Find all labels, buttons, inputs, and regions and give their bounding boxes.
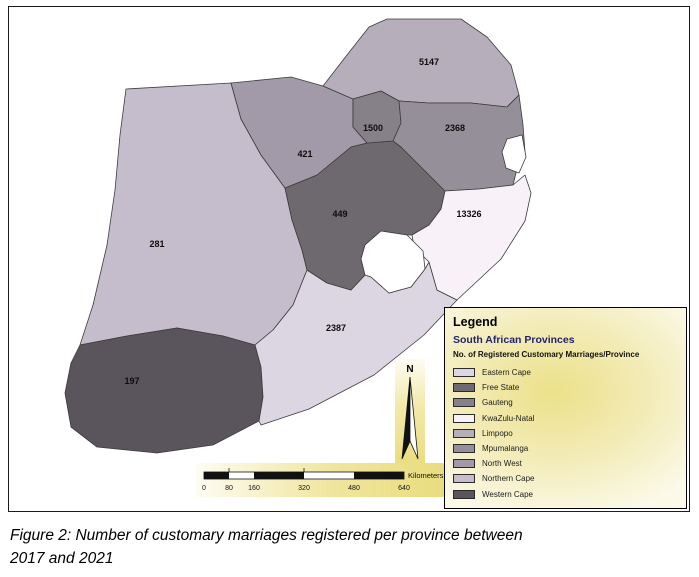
province-western-cape bbox=[64, 327, 264, 454]
legend-item: Northern Cape bbox=[453, 471, 678, 486]
north-label: N bbox=[406, 364, 413, 375]
north-arrow-icon: N bbox=[401, 364, 419, 460]
scale-tick-160: 160 bbox=[248, 485, 260, 492]
legend-swatch-limpopo bbox=[453, 428, 475, 438]
legend-swatch-kwazulu-natal bbox=[453, 413, 475, 423]
scale-tick-480: 480 bbox=[348, 485, 360, 492]
legend-item: Western Cape bbox=[453, 487, 678, 502]
scale-tick-320: 320 bbox=[298, 485, 310, 492]
legend-item-label: Free State bbox=[482, 383, 520, 393]
province-kwazulu-natal bbox=[411, 174, 532, 301]
figure-caption-line1: Figure 2: Number of customary marriages … bbox=[10, 527, 523, 544]
legend-item-label: Eastern Cape bbox=[482, 368, 531, 378]
legend-item: KwaZulu-Natal bbox=[453, 411, 678, 426]
map-frame: 5147 1500 2368 421 449 13326 281 2387 19… bbox=[8, 6, 690, 512]
legend-items: Eastern Cape Free State Gauteng KwaZulu-… bbox=[453, 365, 678, 502]
legend-item-label: Western Cape bbox=[482, 489, 533, 499]
legend-swatch-western-cape bbox=[453, 489, 475, 499]
legend-swatch-gauteng bbox=[453, 398, 475, 408]
scale-bar-panel: 0 80 160 320 480 640 Kilometers bbox=[196, 463, 448, 497]
label-kwazulu-natal-value: 13326 bbox=[456, 209, 481, 219]
neighbor-country-shapes bbox=[360, 134, 527, 294]
province-north-west bbox=[230, 76, 368, 189]
label-eastern-cape-value: 2387 bbox=[326, 323, 346, 333]
scale-tick-0: 0 bbox=[202, 485, 206, 492]
label-limpopo-value: 5147 bbox=[419, 57, 439, 67]
legend-swatch-mpumalanga bbox=[453, 444, 475, 454]
legend-item-label: KwaZulu-Natal bbox=[482, 413, 535, 423]
legend-swatch-eastern-cape bbox=[453, 368, 475, 378]
lesotho-shape bbox=[360, 230, 426, 294]
figure-caption: Figure 2: Number of customary marriages … bbox=[10, 524, 690, 570]
label-free-state-value: 449 bbox=[332, 209, 347, 219]
scale-bar: 0 80 160 320 480 640 Kilometers bbox=[202, 468, 444, 492]
label-northern-cape-value: 281 bbox=[149, 239, 164, 249]
south-africa-choropleth-map: 5147 1500 2368 421 449 13326 281 2387 19… bbox=[64, 18, 532, 454]
scale-bar-segment bbox=[254, 472, 304, 479]
legend-item-label: Gauteng bbox=[482, 398, 513, 408]
province-value-labels: 5147 1500 2368 421 449 13326 281 2387 19… bbox=[124, 57, 481, 386]
legend-item: Mpumalanga bbox=[453, 441, 678, 456]
legend-item-label: Northern Cape bbox=[482, 474, 535, 484]
legend-item: Free State bbox=[453, 380, 678, 395]
north-arrow-panel: N bbox=[395, 359, 425, 467]
legend-swatch-north-west bbox=[453, 459, 475, 469]
north-arrow-left-half bbox=[401, 376, 411, 460]
scale-tick-80: 80 bbox=[225, 485, 233, 492]
province-mpumalanga bbox=[392, 94, 526, 192]
legend-item-label: Limpopo bbox=[482, 428, 513, 438]
scale-bar-segment bbox=[204, 472, 229, 479]
north-arrow-right-half bbox=[409, 376, 419, 460]
legend-title: Legend bbox=[453, 315, 498, 329]
legend-swatch-northern-cape bbox=[453, 474, 475, 484]
swaziland-shape bbox=[501, 134, 527, 174]
legend-item-label: North West bbox=[482, 459, 522, 469]
scale-tick-640: 640 bbox=[398, 485, 410, 492]
legend-panel: Legend South African Provinces No. of Re… bbox=[444, 307, 687, 509]
label-mpumalanga-value: 2368 bbox=[445, 123, 465, 133]
scale-unit-label: Kilometers bbox=[408, 471, 444, 480]
legend-item: Eastern Cape bbox=[453, 365, 678, 380]
scale-bar-segment bbox=[354, 472, 404, 479]
label-north-west-value: 421 bbox=[297, 149, 312, 159]
province-shapes bbox=[64, 18, 532, 454]
label-gauteng-value: 1500 bbox=[363, 123, 383, 133]
legend-item: North West bbox=[453, 456, 678, 471]
legend-note: No. of Registered Customary Marriages/Pr… bbox=[453, 350, 640, 359]
legend-subtitle: South African Provinces bbox=[453, 334, 575, 346]
legend-item: Limpopo bbox=[453, 426, 678, 441]
province-gauteng bbox=[352, 90, 402, 144]
legend-item: Gauteng bbox=[453, 395, 678, 410]
label-western-cape-value: 197 bbox=[124, 376, 139, 386]
legend-swatch-free-state bbox=[453, 383, 475, 393]
legend-item-label: Mpumalanga bbox=[482, 444, 529, 454]
figure-caption-line2: 2017 and 2021 bbox=[10, 550, 114, 567]
